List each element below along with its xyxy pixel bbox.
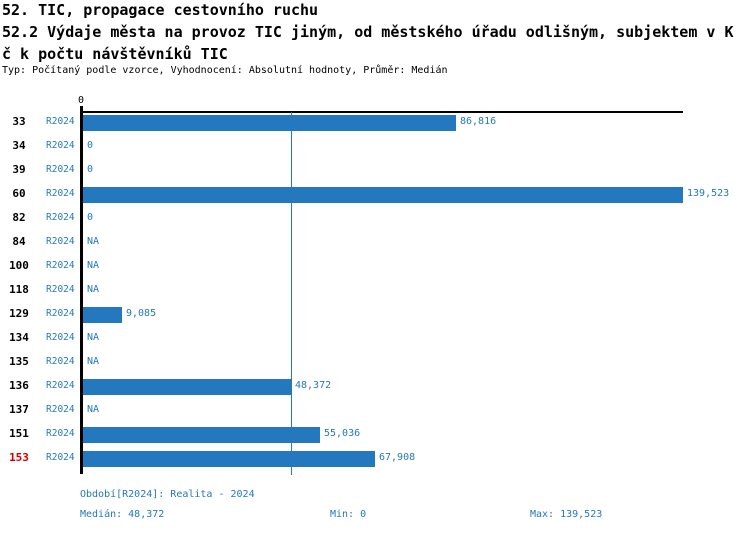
chart-row: 100 R2024 NA: [0, 255, 750, 279]
row-bar: [83, 427, 320, 443]
row-series-label: R2024: [46, 308, 75, 319]
row-municipality-id: 153: [9, 451, 29, 464]
row-value-label: 9,085: [126, 308, 157, 319]
row-value-label: 67,908: [379, 452, 416, 463]
row-value-label: 86,816: [460, 116, 497, 127]
row-value-label: 139,523: [687, 188, 730, 199]
chart-row: 118 R2024 NA: [0, 279, 750, 303]
chart-subtitle: Typ: Počítaný podle vzorce, Vyhodnocení:…: [2, 65, 448, 76]
row-series-label: R2024: [46, 140, 75, 151]
row-municipality-id: 118: [9, 283, 29, 296]
row-bar: [83, 307, 122, 323]
axis-top-line: [81, 111, 683, 113]
row-series-label: R2024: [46, 284, 75, 295]
row-value-label: 0: [87, 212, 94, 223]
row-value-label: 0: [87, 164, 94, 175]
footer-period-label: Období[R2024]: Realita - 2024: [80, 489, 255, 500]
chart-row: 33 R2024 86,816: [0, 111, 750, 135]
footer-max-label: Max: 139,523: [530, 509, 603, 520]
chart-title-line1: 52. TIC, propagace cestovního ruchu: [2, 1, 319, 19]
chart-title-line2: 52.2 Výdaje města na provoz TIC jiným, o…: [2, 23, 734, 41]
row-value-label: NA: [87, 356, 100, 367]
row-series-label: R2024: [46, 236, 75, 247]
row-municipality-id: 134: [9, 331, 29, 344]
row-municipality-id: 33: [12, 115, 26, 128]
row-municipality-id: 129: [9, 307, 29, 320]
row-municipality-id: 136: [9, 379, 29, 392]
row-value-label: NA: [87, 332, 100, 343]
row-municipality-id: 39: [12, 163, 26, 176]
row-value-label: 48,372: [295, 380, 332, 391]
median-line: [291, 112, 292, 475]
row-value-label: NA: [87, 236, 100, 247]
row-value-label: NA: [87, 284, 100, 295]
row-bar: [83, 115, 456, 131]
row-series-label: R2024: [46, 428, 75, 439]
row-series-label: R2024: [46, 116, 75, 127]
row-value-label: 55,036: [324, 428, 361, 439]
chart-row: 134 R2024 NA: [0, 327, 750, 351]
chart-row: 39 R2024 0: [0, 159, 750, 183]
row-municipality-id: 151: [9, 427, 29, 440]
row-bar: [83, 451, 375, 467]
row-series-label: R2024: [46, 356, 75, 367]
chart-row: 82 R2024 0: [0, 207, 750, 231]
row-municipality-id: 100: [9, 259, 29, 272]
row-series-label: R2024: [46, 188, 75, 199]
chart-row: 60 R2024 139,523: [0, 183, 750, 207]
axis-left-line: [80, 106, 83, 474]
row-municipality-id: 84: [12, 235, 26, 248]
row-value-label: NA: [87, 260, 100, 271]
row-series-label: R2024: [46, 332, 75, 343]
axis-zero-tick-label: 0: [77, 95, 85, 106]
row-bar: [83, 379, 291, 395]
row-municipality-id: 60: [12, 187, 26, 200]
chart-row: 135 R2024 NA: [0, 351, 750, 375]
chart-title-line3: č k počtu návštěvníků TIC: [2, 45, 228, 63]
row-municipality-id: 34: [12, 139, 26, 152]
row-municipality-id: 135: [9, 355, 29, 368]
chart-row: 129 R2024 9,085: [0, 303, 750, 327]
chart-row: 137 R2024 NA: [0, 399, 750, 423]
row-municipality-id: 82: [12, 211, 26, 224]
row-value-label: NA: [87, 404, 100, 415]
chart-row: 153 R2024 67,908: [0, 447, 750, 471]
chart-row: 151 R2024 55,036: [0, 423, 750, 447]
footer-min-label: Min: 0: [330, 509, 367, 520]
row-series-label: R2024: [46, 380, 75, 391]
row-value-label: 0: [87, 140, 94, 151]
chart-row: 34 R2024 0: [0, 135, 750, 159]
chart-row: 136 R2024 48,372: [0, 375, 750, 399]
row-series-label: R2024: [46, 212, 75, 223]
row-municipality-id: 137: [9, 403, 29, 416]
row-bar: [83, 187, 683, 203]
footer-median-label: Medián: 48,372: [80, 509, 165, 520]
row-series-label: R2024: [46, 260, 75, 271]
row-series-label: R2024: [46, 164, 75, 175]
row-series-label: R2024: [46, 452, 75, 463]
chart-row: 84 R2024 NA: [0, 231, 750, 255]
row-series-label: R2024: [46, 404, 75, 415]
